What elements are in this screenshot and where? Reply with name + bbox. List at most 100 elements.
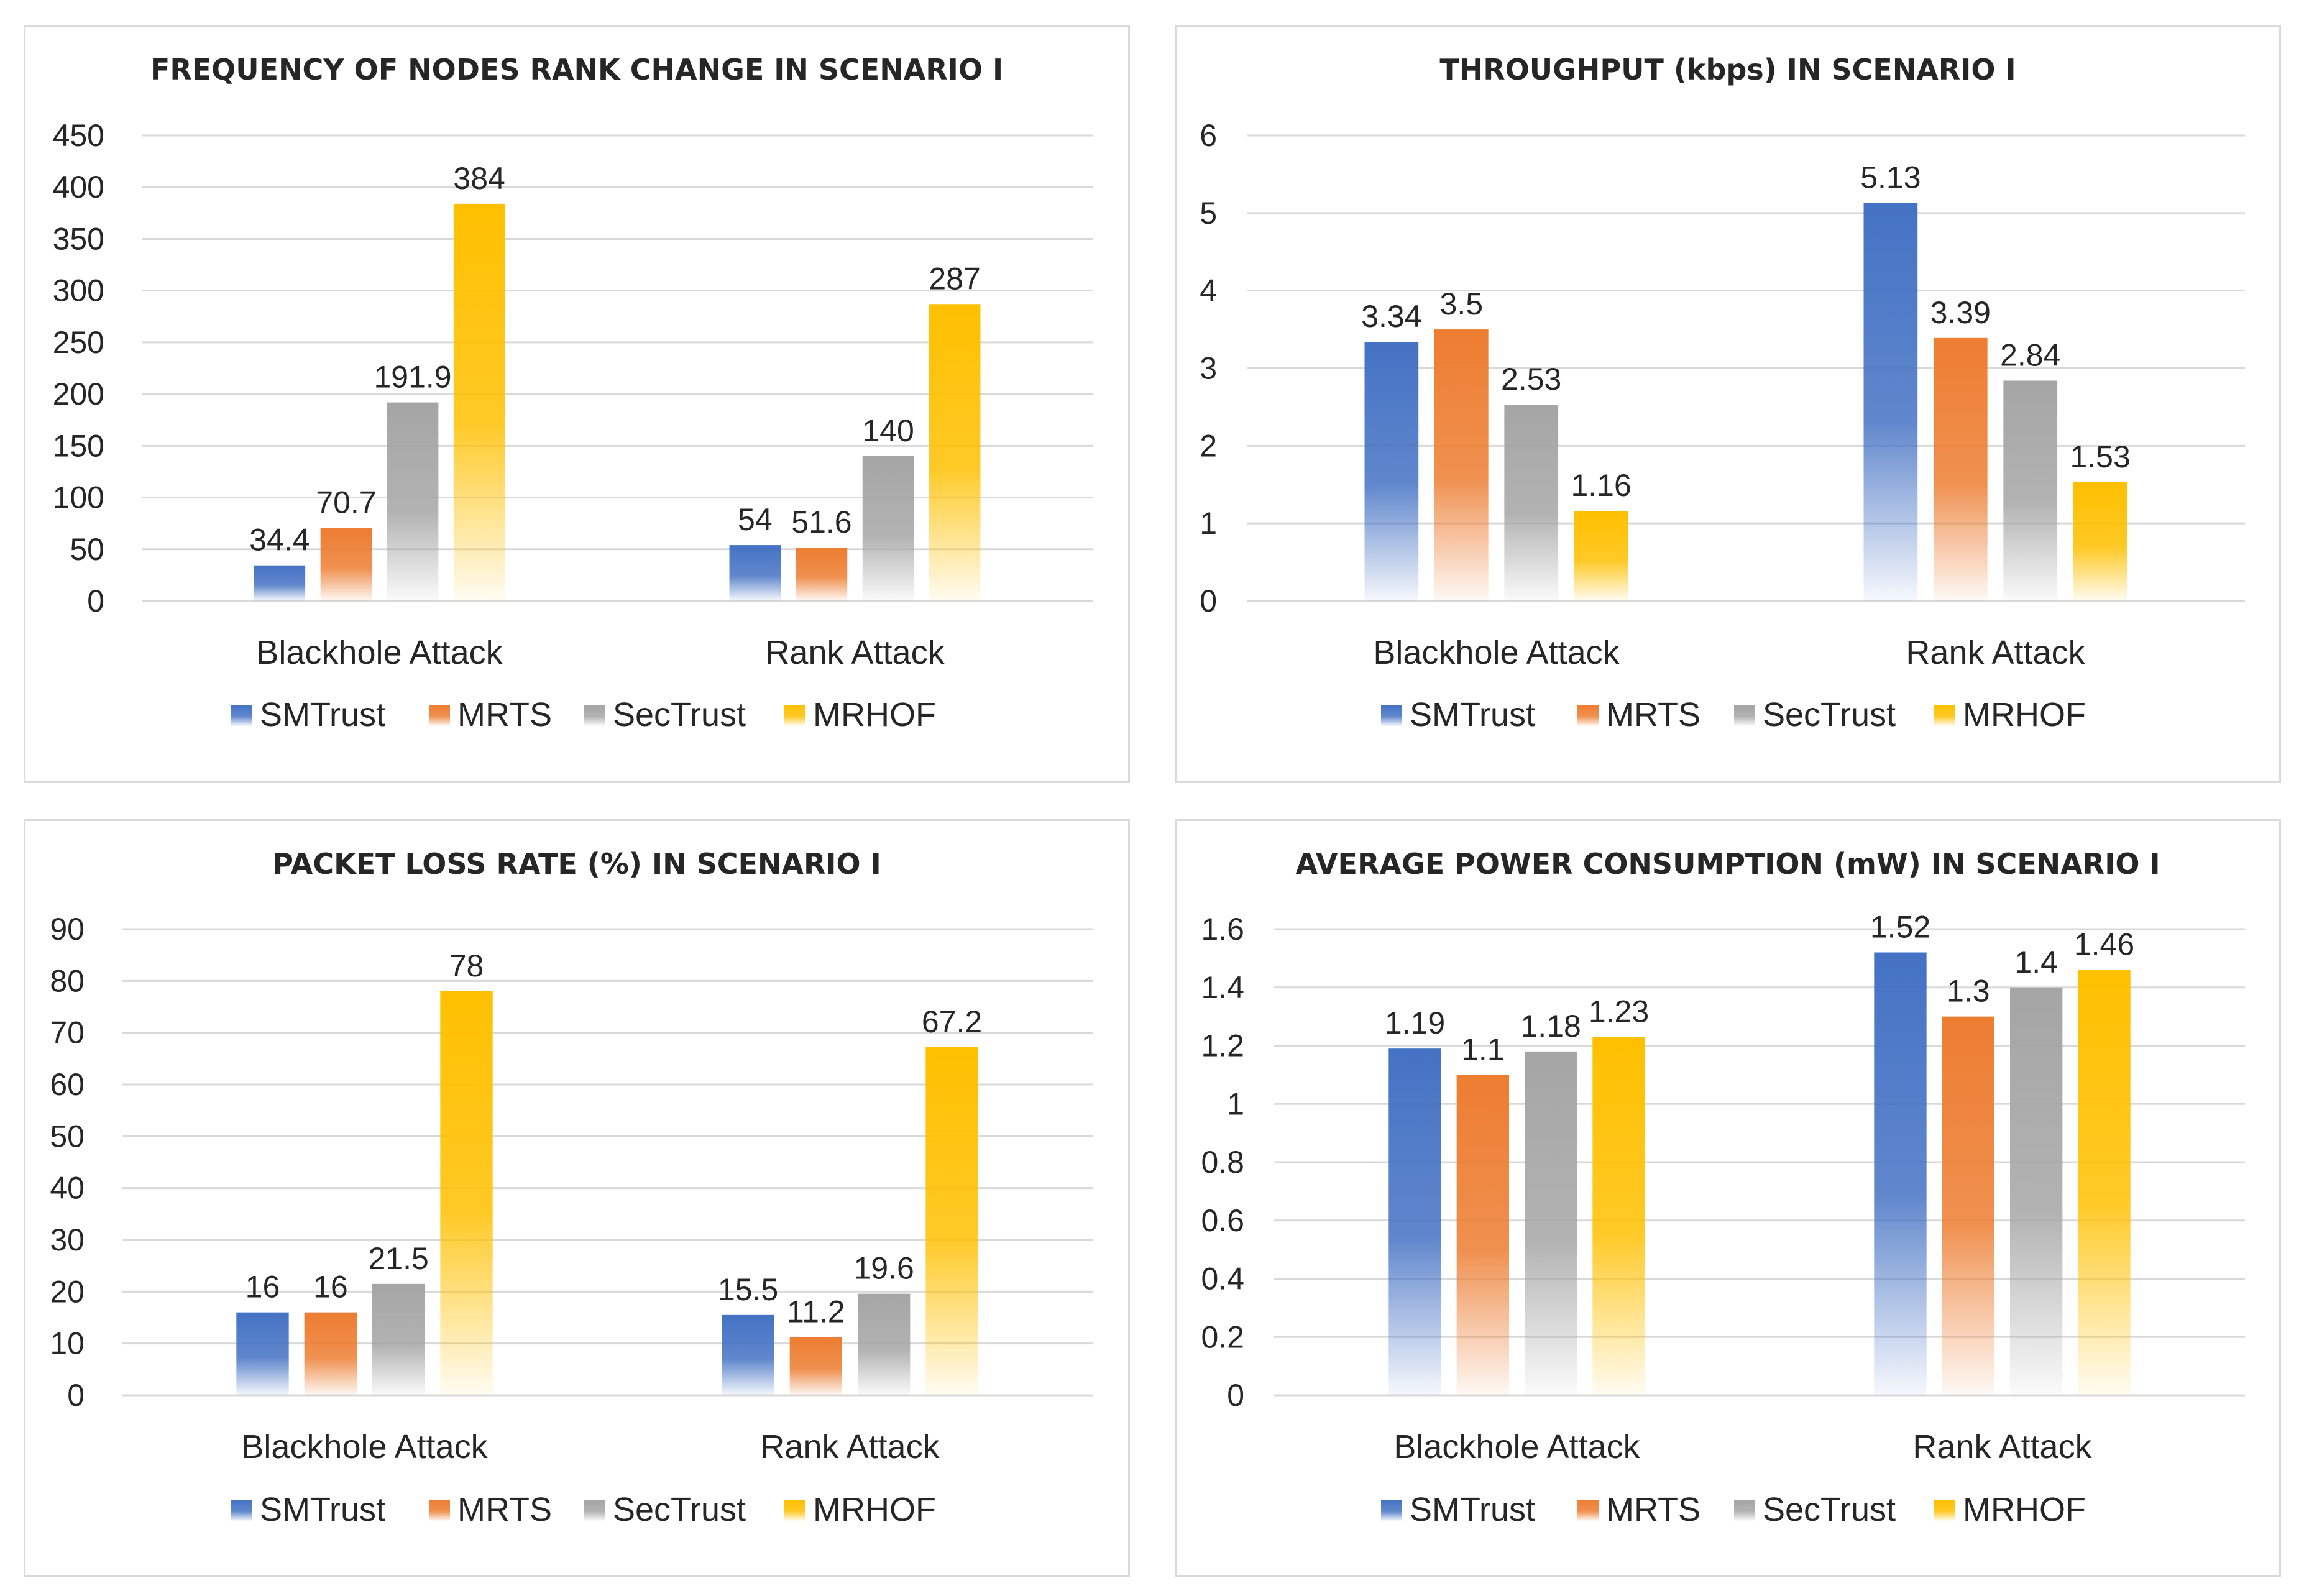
data-label: 2.53 (1501, 362, 1561, 397)
x-category-label: Blackhole Attack (1373, 634, 1620, 671)
bar-smtrust-blackhole (236, 1312, 289, 1395)
legend-label-mrts: MRTS (457, 1491, 552, 1528)
legend-label-mrhof: MRHOF (813, 696, 936, 733)
y-tick-label: 1 (1227, 1086, 1244, 1121)
data-label: 51.6 (791, 505, 851, 539)
chart-rank-change: FREQUENCY OF NODES RANK CHANGE IN SCENAR… (53, 53, 1093, 733)
data-label: 3.34 (1361, 299, 1421, 334)
data-label: 1.1 (1461, 1032, 1505, 1066)
data-label: 384 (453, 161, 505, 196)
y-tick-label: 80 (50, 963, 85, 998)
bar-sectrust-blackhole (387, 402, 439, 601)
chart-throughput: THROUGHPUT (kbps) IN SCENARIO I 0 1 2 3 4 5 6 3.… (1200, 53, 2245, 733)
legend-label-smtrust: SMTrust (1410, 696, 1535, 733)
bar-mrts-rank (796, 548, 848, 601)
y-tick-label: 150 (53, 428, 104, 463)
legend-label-smtrust: SMTrust (260, 696, 385, 733)
y-tick-label: 0 (1200, 584, 1217, 618)
bar-sectrust-blackhole (1524, 1051, 1577, 1395)
legend-swatch-smtrust (1381, 705, 1402, 726)
y-tick-label: 10 (50, 1326, 85, 1361)
data-label: 140 (862, 413, 914, 448)
y-tick-label: 0.6 (1201, 1203, 1244, 1238)
legend-swatch-sectrust (584, 1500, 605, 1521)
bar-mrhof-blackhole (1592, 1037, 1645, 1395)
bar-mrts-blackhole (1456, 1075, 1510, 1395)
legend-swatch-mrhof (1934, 705, 1955, 726)
y-tick-label: 1.4 (1201, 970, 1244, 1005)
bar-mrhof-blackhole (440, 991, 493, 1395)
bar-mrhof-rank (2073, 482, 2127, 601)
x-category-label: Blackhole Attack (241, 1428, 488, 1465)
bar-smtrust-blackhole (1388, 1048, 1441, 1395)
x-category-label: Rank Attack (765, 634, 945, 671)
legend-swatch-mrhof (784, 705, 805, 726)
data-label: 11.2 (787, 1295, 845, 1329)
legend-swatch-mrts (429, 705, 450, 726)
legend-label-sectrust: SecTrust (1763, 696, 1896, 733)
data-label: 1.53 (2070, 439, 2130, 474)
data-label: 21.5 (369, 1241, 429, 1276)
data-label: 3.39 (1930, 295, 1991, 330)
bar-sectrust-blackhole (372, 1283, 425, 1395)
data-label: 15.5 (718, 1272, 778, 1307)
data-label: 1.19 (1385, 1006, 1445, 1040)
bar-mrts-rank (789, 1337, 843, 1395)
data-label: 78 (449, 948, 484, 983)
chart-title: PACKET LOSS RATE (%) IN SCENARIO I (272, 847, 881, 881)
y-tick-label: 1.2 (1201, 1029, 1244, 1063)
legend-swatch-mrhof (1934, 1500, 1955, 1521)
y-tick-label: 400 (53, 170, 104, 204)
data-label: 3.5 (1440, 287, 1484, 321)
y-tick-label: 350 (53, 221, 104, 256)
y-tick-label: 5 (1200, 196, 1217, 231)
x-category-label: Blackhole Attack (256, 634, 503, 671)
bar-sectrust-rank (2009, 987, 2063, 1395)
bar-mrhof-rank (929, 304, 981, 601)
legend-label-mrhof: MRHOF (1963, 696, 2086, 733)
bar-smtrust-rank (729, 545, 781, 601)
y-tick-label: 0 (67, 1378, 85, 1413)
legend-swatch-sectrust (1734, 1500, 1755, 1521)
data-label: 1.23 (1589, 994, 1649, 1029)
y-tick-label: 6 (1200, 118, 1217, 153)
chart-power: AVERAGE POWER CONSUMPTION (mW) IN SCENAR… (1201, 847, 2245, 1528)
bar-smtrust-rank (722, 1314, 774, 1395)
y-tick-label: 1.6 (1201, 912, 1244, 947)
bar-mrts-blackhole (1434, 329, 1489, 601)
y-tick-label: 2 (1200, 428, 1217, 463)
y-tick-label: 0 (87, 584, 104, 618)
bar-sectrust-rank (857, 1293, 911, 1395)
data-label: 1.46 (2074, 927, 2134, 962)
bar-smtrust-rank (1874, 952, 1927, 1395)
legend-label-sectrust: SecTrust (613, 1491, 746, 1528)
y-tick-label: 30 (50, 1222, 85, 1257)
y-tick-label: 0.4 (1201, 1262, 1244, 1296)
data-label: 2.84 (2000, 337, 2060, 372)
legend-swatch-mrts (1577, 705, 1599, 726)
data-label: 5.13 (1860, 160, 1921, 195)
y-tick-label: 0 (1227, 1378, 1244, 1413)
bar-mrts-rank (1942, 1016, 1995, 1395)
y-tick-label: 1 (1200, 506, 1217, 541)
bar-smtrust-blackhole (1364, 342, 1419, 601)
chart-packet-loss: PACKET LOSS RATE (%) IN SCENARIO I 0 10 20 3… (50, 847, 1093, 1528)
legend-label-smtrust: SMTrust (1410, 1491, 1535, 1528)
data-label: 287 (929, 261, 980, 296)
data-label: 191.9 (374, 360, 451, 395)
bar-mrhof-rank (2078, 970, 2131, 1395)
legend-swatch-smtrust (231, 1500, 252, 1521)
legend-swatch-sectrust (1734, 705, 1755, 726)
data-label: 1.52 (1870, 910, 1930, 945)
y-tick-label: 60 (50, 1067, 85, 1102)
y-tick-label: 3 (1200, 351, 1217, 386)
bar-mrhof-blackhole (453, 203, 505, 601)
legend-swatch-sectrust (584, 705, 605, 726)
data-label: 19.6 (854, 1251, 914, 1286)
data-label: 1.4 (2014, 945, 2058, 979)
data-label: 54 (738, 502, 773, 537)
legend-swatch-smtrust (231, 705, 252, 726)
legend-label-smtrust: SMTrust (260, 1491, 385, 1528)
y-tick-label: 50 (50, 1119, 85, 1153)
